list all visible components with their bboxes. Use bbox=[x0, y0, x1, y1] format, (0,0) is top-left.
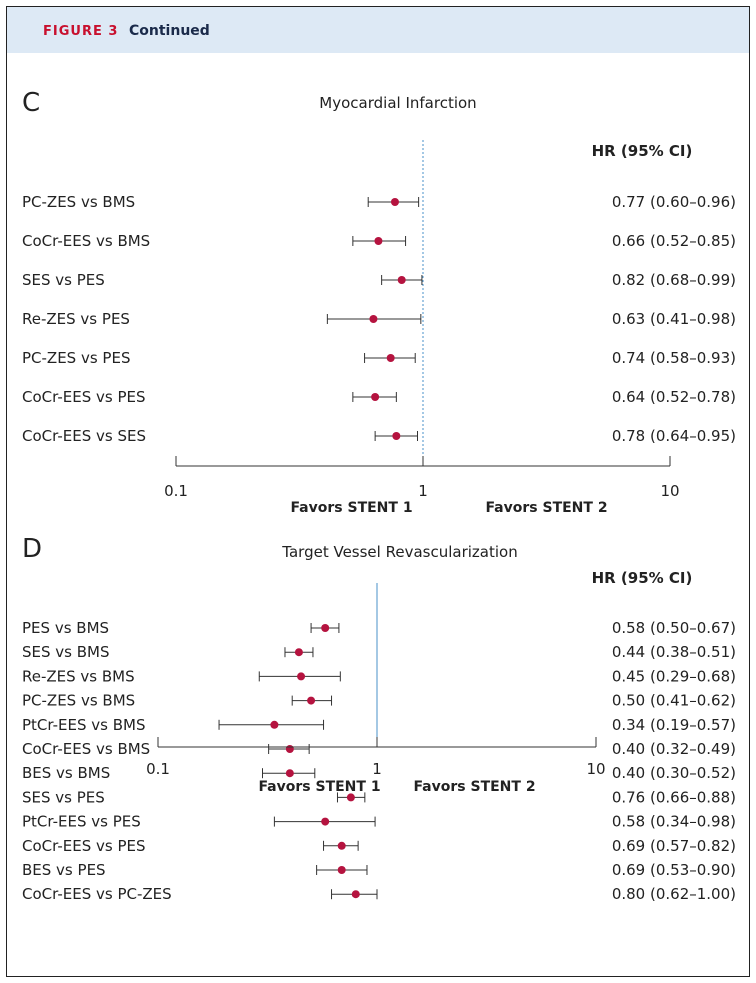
panel-d-row-label: PtCr-EES vs BMS bbox=[22, 716, 145, 734]
panel-d-tick-label: 10 bbox=[586, 760, 605, 778]
figure-header: FIGURE 3 Continued bbox=[7, 7, 749, 53]
panel-d-hr-value: 0.80 (0.62–1.00) bbox=[612, 885, 736, 903]
panel-d-row-label: CoCr-EES vs BMS bbox=[22, 740, 150, 758]
panel-d-hr-value: 0.69 (0.53–0.90) bbox=[612, 861, 736, 879]
panel-c-title: Myocardial Infarction bbox=[319, 94, 476, 112]
panel-d-favors-left: Favors STENT 1 bbox=[258, 779, 380, 795]
panel-d-hr-value: 0.34 (0.19–0.57) bbox=[612, 716, 736, 734]
panel-c-hr-value: 0.74 (0.58–0.93) bbox=[612, 349, 736, 367]
panel-d-hr-value: 0.50 (0.41–0.62) bbox=[612, 692, 736, 710]
panel-d-hr-point bbox=[321, 817, 330, 826]
panel-d-title: Target Vessel Revascularization bbox=[281, 543, 517, 561]
panel-d-hr-point bbox=[294, 648, 303, 657]
panel-c-hr-value: 0.64 (0.52–0.78) bbox=[612, 388, 736, 406]
panel-c-tick-label: 1 bbox=[418, 482, 428, 500]
panel-c-hr-point bbox=[371, 393, 380, 401]
panel-d-hr-value: 0.44 (0.38–0.51) bbox=[612, 643, 736, 661]
panel-c-tick-label: 10 bbox=[660, 482, 679, 500]
panel-c-hr-value: 0.63 (0.41–0.98) bbox=[612, 310, 736, 328]
panel-d-row-label: BES vs PES bbox=[22, 861, 106, 879]
figure-frame: FIGURE 3 Continued bbox=[6, 6, 750, 977]
panel-c-row-label: CoCr-EES vs PES bbox=[22, 388, 146, 406]
panel-c-hr-value: 0.78 (0.64–0.95) bbox=[612, 427, 736, 445]
panel-d-hr-value: 0.40 (0.30–0.52) bbox=[612, 764, 736, 782]
panel-c-row-label: CoCr-EES vs SES bbox=[22, 427, 146, 445]
panel-d-hr-point bbox=[270, 720, 279, 729]
panel-d-hr-point bbox=[337, 866, 346, 874]
panel-d-row-label: SES vs PES bbox=[22, 788, 105, 806]
panel-c-hr-point bbox=[390, 198, 399, 206]
panel-c-favors-right: Favors STENT 2 bbox=[485, 500, 607, 516]
panel-c-hr-value: 0.82 (0.68–0.99) bbox=[612, 271, 736, 289]
panel-d-row-label: PES vs BMS bbox=[22, 619, 109, 637]
panel-d-hr-point bbox=[285, 769, 294, 778]
figure-continued: Continued bbox=[129, 23, 210, 39]
panel-c-hr-header: HR (95% CI) bbox=[592, 142, 693, 160]
panel-d-row-label: PC-ZES vs BMS bbox=[22, 692, 135, 710]
panel-d-tick-label: 1 bbox=[372, 760, 382, 778]
panel-d-row-label: CoCr-EES vs PC-ZES bbox=[22, 885, 172, 903]
panel-d-hr-value: 0.58 (0.50–0.67) bbox=[612, 619, 736, 637]
panel-d-hr-point bbox=[337, 841, 346, 850]
panel-d-hr-point bbox=[285, 745, 294, 753]
panel-c-row-label: PC-ZES vs PES bbox=[22, 349, 130, 367]
panel-c-hr-point bbox=[392, 432, 401, 440]
panel-d-hr-value: 0.45 (0.29–0.68) bbox=[612, 667, 736, 685]
panel-d-hr-point bbox=[307, 696, 316, 705]
panel-d-hr-header: HR (95% CI) bbox=[592, 569, 693, 587]
panel-c-letter: C bbox=[22, 88, 40, 118]
panel-d-hr-point bbox=[321, 624, 330, 632]
panel-c-hr-point bbox=[397, 276, 406, 284]
panel-c-row-label: Re-ZES vs PES bbox=[22, 310, 130, 328]
panel-d-hr-value: 0.69 (0.57–0.82) bbox=[612, 837, 736, 855]
panel-c-row-label: CoCr-EES vs BMS bbox=[22, 232, 150, 250]
panel-c-hr-point bbox=[374, 237, 383, 245]
panel-c-hr-point bbox=[369, 315, 378, 323]
panel-c-hr-point bbox=[386, 354, 395, 362]
panel-d-hr-point bbox=[346, 793, 355, 802]
panel-c-row-label: SES vs PES bbox=[22, 271, 105, 289]
panel-c-hr-value: 0.66 (0.52–0.85) bbox=[612, 232, 736, 250]
panel-c-tick-label: 0.1 bbox=[164, 482, 188, 500]
panel-c-row-label: PC-ZES vs BMS bbox=[22, 193, 135, 211]
figure-label: FIGURE 3 bbox=[43, 24, 119, 39]
panel-d-row-label: CoCr-EES vs PES bbox=[22, 837, 146, 855]
panel-c-hr-value: 0.77 (0.60–0.96) bbox=[612, 193, 736, 211]
panel-d-row-label: Re-ZES vs BMS bbox=[22, 667, 135, 685]
panel-d-row-label: BES vs BMS bbox=[22, 764, 110, 782]
panel-d-favors-right: Favors STENT 2 bbox=[413, 779, 535, 795]
panel-d-hr-value: 0.58 (0.34–0.98) bbox=[612, 813, 736, 831]
panel-d-hr-value: 0.40 (0.32–0.49) bbox=[612, 740, 736, 758]
panel-d-hr-value: 0.76 (0.66–0.88) bbox=[612, 788, 736, 806]
panel-d-tick-label: 0.1 bbox=[146, 760, 170, 778]
panel-d-letter: D bbox=[22, 534, 42, 564]
panel-d-hr-point bbox=[351, 890, 360, 899]
panel-c-favors-left: Favors STENT 1 bbox=[290, 500, 412, 516]
panel-d-hr-point bbox=[297, 672, 306, 681]
panel-d-row-label: PtCr-EES vs PES bbox=[22, 813, 141, 831]
panel-d-row-label: SES vs BMS bbox=[22, 643, 110, 661]
